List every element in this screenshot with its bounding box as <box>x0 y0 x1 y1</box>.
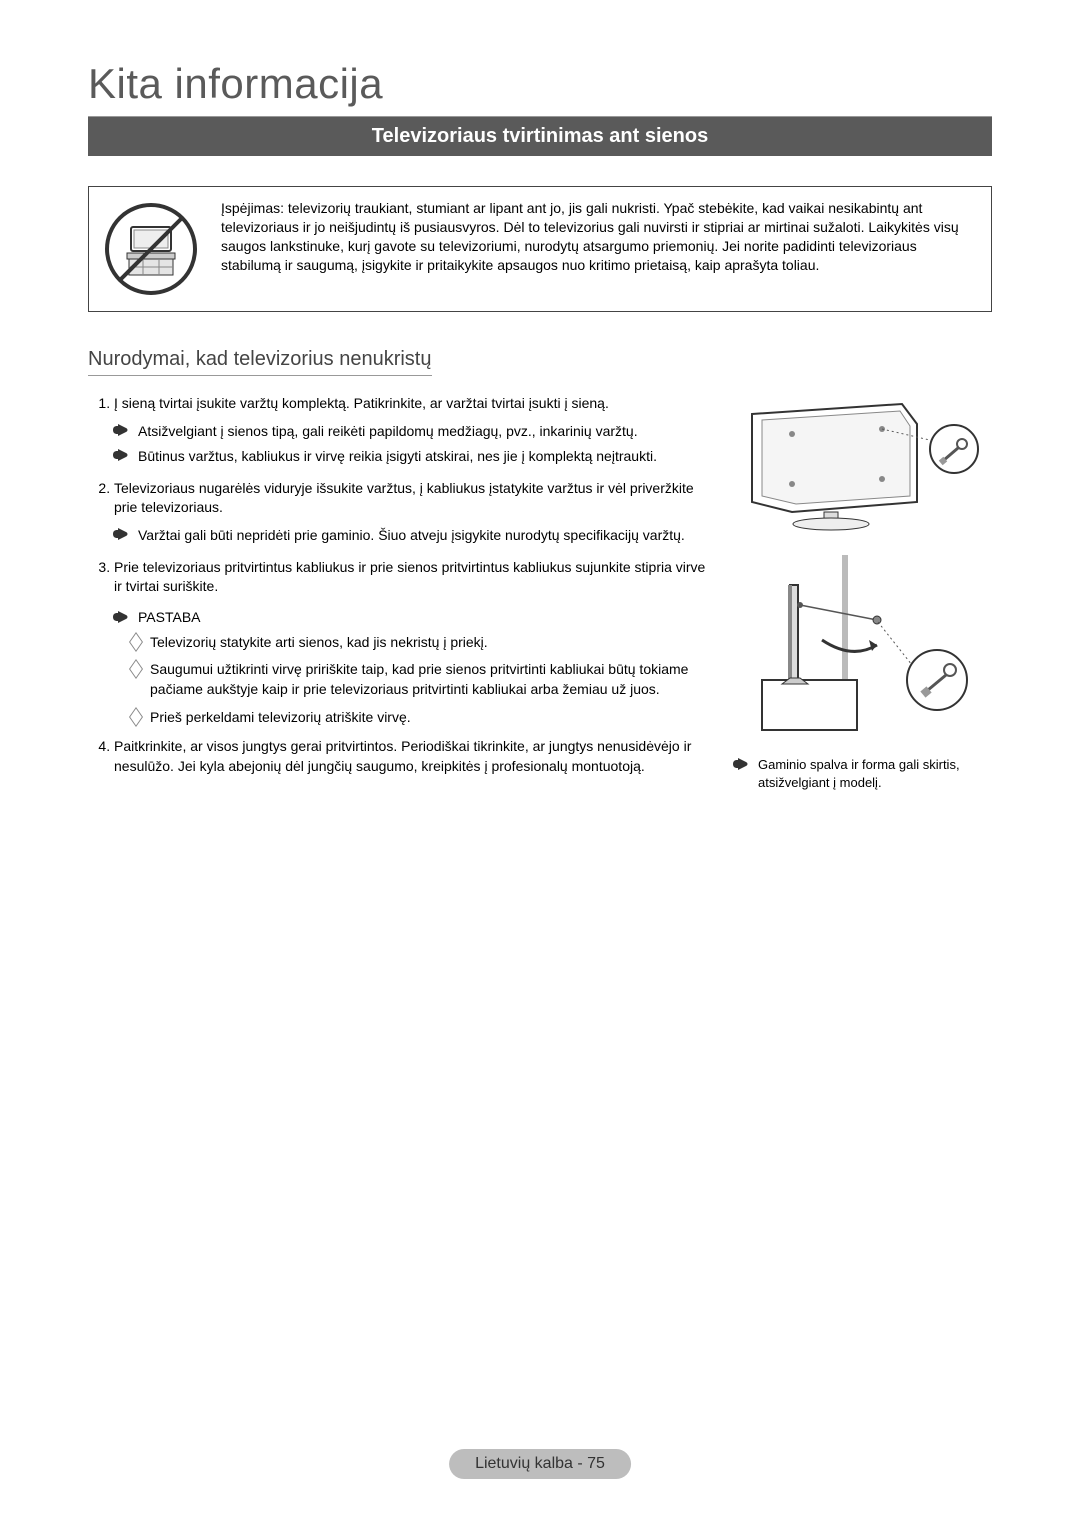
section-heading: Televizoriaus tvirtinimas ant sienos <box>88 117 992 156</box>
caution-text: Įspėjimas: televizorių traukiant, stumia… <box>221 199 975 275</box>
step-1-text: Į sieną tvirtai įsukite varžtų komplektą… <box>114 395 609 411</box>
caution-body: televizorių traukiant, stumiant ar lipan… <box>221 200 959 273</box>
step-1-note-2: Būtinus varžtus, kabliukus ir virvę reik… <box>138 447 657 467</box>
step-4: Paitkrinkite, ar visos jungtys gerai pri… <box>114 737 708 776</box>
step-1: Į sieną tvirtai įsukite varžtų komplektą… <box>114 394 708 467</box>
steps-list: Į sieną tvirtai įsukite varžtų komplektą… <box>88 394 708 597</box>
step-3: Prie televizoriaus pritvirtintus kabliuk… <box>114 558 708 597</box>
hand-icon <box>112 448 130 462</box>
step-2-text: Televizoriaus nugarėlės viduryje išsukit… <box>114 480 694 516</box>
step-1-note-1: Atsižvelgiant į sienos tipą, gali reikėt… <box>138 422 638 442</box>
hand-icon <box>112 423 130 437</box>
step-2-note-1: Varžtai gali būti nepridėti prie gaminio… <box>138 526 685 546</box>
note-block: PASTABA Televizorių statykite arti sieno… <box>112 609 708 727</box>
hand-icon <box>112 610 130 624</box>
hand-icon <box>112 527 130 541</box>
page-title: Kita informacija <box>88 60 992 108</box>
sub-heading: Nurodymai, kad televizorius nenukristų <box>88 348 432 376</box>
page-footer: Lietuvių kalba - 75 <box>449 1449 631 1479</box>
caution-lead: Įspėjimas: <box>221 200 288 216</box>
step-4-text: Paitkrinkite, ar visos jungtys gerai pri… <box>114 738 691 774</box>
figure-1 <box>732 394 992 534</box>
step-3-text: Prie televizoriaus pritvirtintus kabliuk… <box>114 559 705 595</box>
caution-box: Įspėjimas: televizorių traukiant, stumia… <box>88 186 992 312</box>
figure-caption: Gaminio spalva ir forma gali skirtis, at… <box>732 756 992 791</box>
pastaba-label: PASTABA <box>138 609 201 625</box>
figure-2 <box>732 550 992 740</box>
figure-caption-text: Gaminio spalva ir forma gali skirtis, at… <box>758 756 992 791</box>
pastaba-item-3: Prieš perkeldami televizorių atriškite v… <box>130 708 708 728</box>
step-2: Televizoriaus nugarėlės viduryje išsukit… <box>114 479 708 546</box>
pastaba-item-2: Saugumui užtikrinti virvę pririškite tai… <box>130 660 708 699</box>
caution-icon <box>101 199 201 299</box>
pastaba-item-1: Televizorių statykite arti sienos, kad j… <box>130 633 708 653</box>
hand-icon <box>732 757 750 771</box>
